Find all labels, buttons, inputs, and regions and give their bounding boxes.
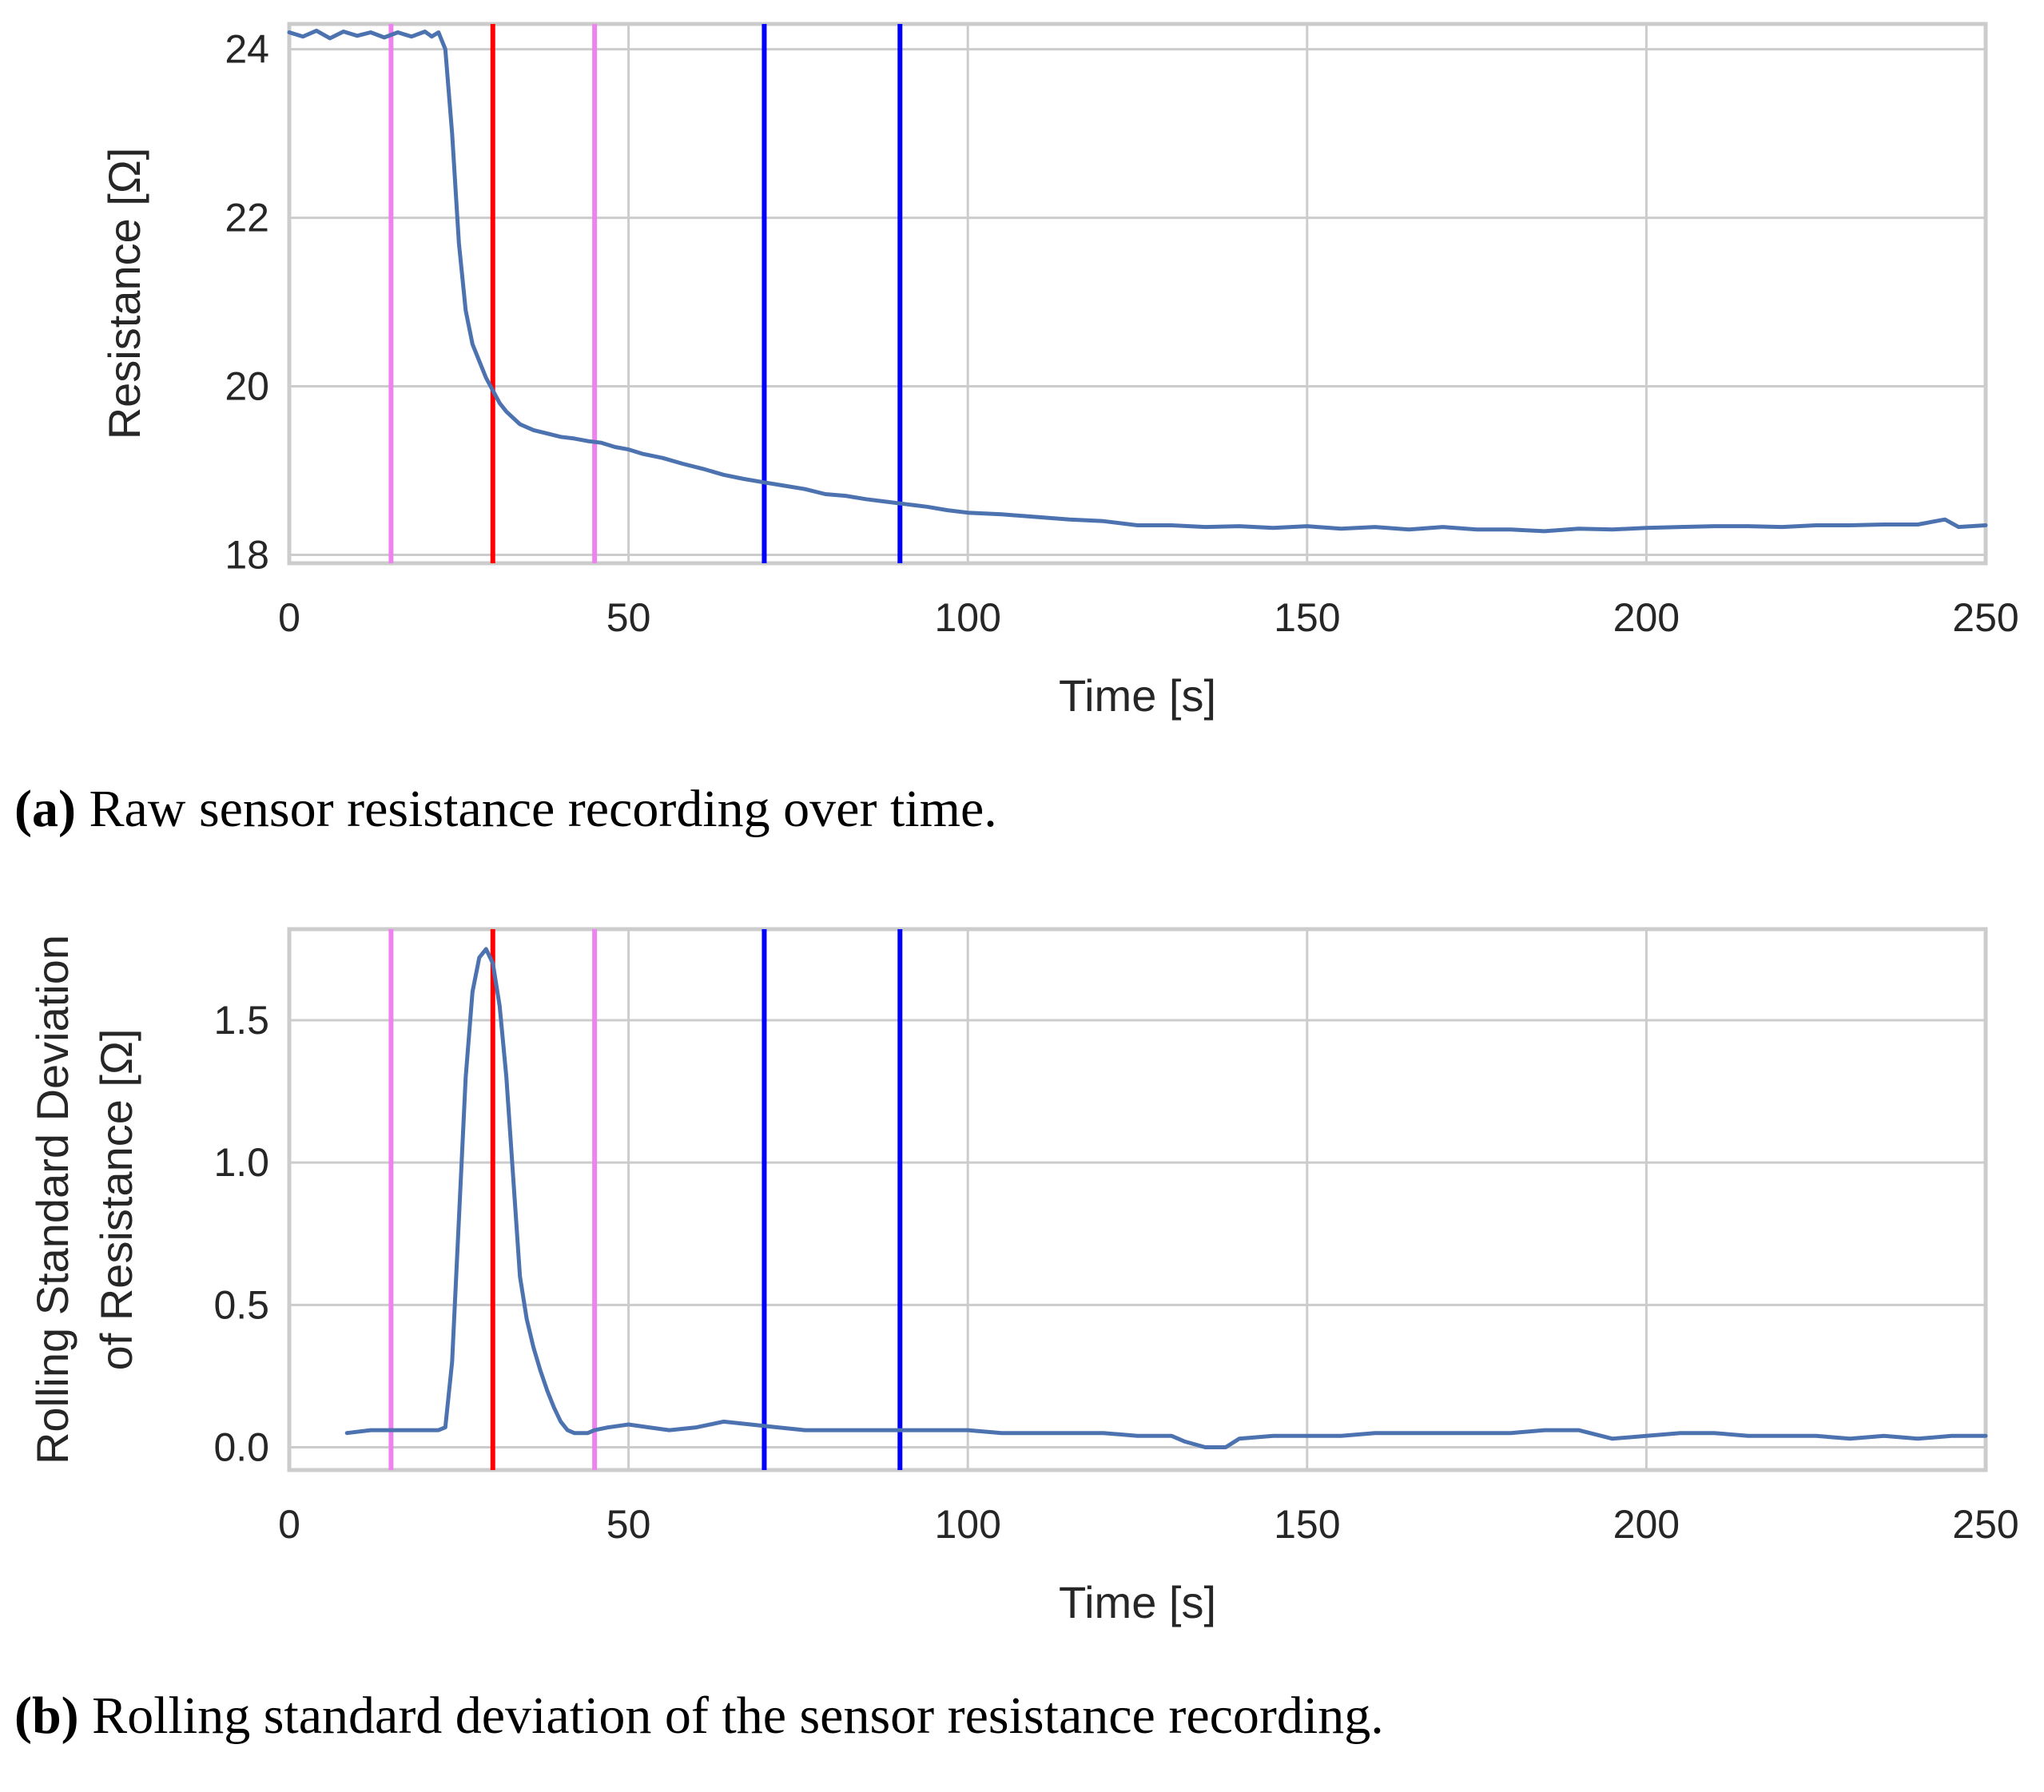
x-tick-label: 200 [1613, 1502, 1680, 1547]
y-tick-label: 18 [225, 532, 269, 577]
y-tick-label: 1.0 [213, 1140, 269, 1185]
x-tick-label: 250 [1952, 595, 2018, 640]
y-tick-label: 1.5 [213, 998, 269, 1043]
caption-b: (b) Rolling standard deviation of the se… [14, 1686, 1384, 1746]
x-tick-label: 50 [606, 1502, 651, 1547]
x-tick-label: 150 [1274, 1502, 1340, 1547]
y-tick-label: 0.5 [213, 1282, 269, 1327]
y-tick-label: 24 [225, 27, 269, 72]
y-axis-label-line2: of Resistance [Ω] [91, 1029, 141, 1371]
plot-frame [287, 927, 1988, 1472]
chart-panel-a: 0 50 100 150 200 250 18 20 22 24 Time [s] Resistanc… [99, 22, 2019, 721]
series-line-a [287, 28, 1988, 534]
x-tick-label: 150 [1274, 595, 1340, 640]
caption-a-tag: (a) [14, 780, 76, 838]
y-tick-label: 0.0 [213, 1424, 269, 1469]
y-tick-label: 20 [225, 364, 269, 409]
y-axis-label: Resistance [Ω] [99, 148, 149, 440]
x-axis-label: Time [s] [1059, 670, 1216, 721]
x-axis-label: Time [s] [1059, 1577, 1216, 1627]
chart-panel-b: 0 50 100 150 200 250 0.0 0.5 1.0 1.5 Time [s] Rolli… [27, 927, 2019, 1627]
x-tick-label: 50 [606, 595, 651, 640]
x-tick-label: 0 [278, 595, 300, 640]
y-axis-label-line1: Rolling Standard Deviation [27, 935, 78, 1464]
x-tick-label: 200 [1613, 595, 1680, 640]
caption-b-tag: (b) [14, 1687, 79, 1745]
plot-frame [287, 22, 1988, 566]
y-tick-label: 22 [225, 196, 269, 240]
x-tick-label: 0 [278, 1502, 300, 1547]
x-tick-label: 100 [934, 595, 1000, 640]
caption-a: (a) Raw sensor resistance recording over… [14, 779, 997, 840]
caption-b-text: Rolling standard deviation of the sensor… [92, 1687, 1384, 1745]
caption-a-text: Raw sensor resistance recording over tim… [89, 780, 997, 838]
x-tick-label: 250 [1952, 1502, 2018, 1547]
series-line-b [344, 947, 1988, 1449]
x-tick-label: 100 [934, 1502, 1000, 1547]
